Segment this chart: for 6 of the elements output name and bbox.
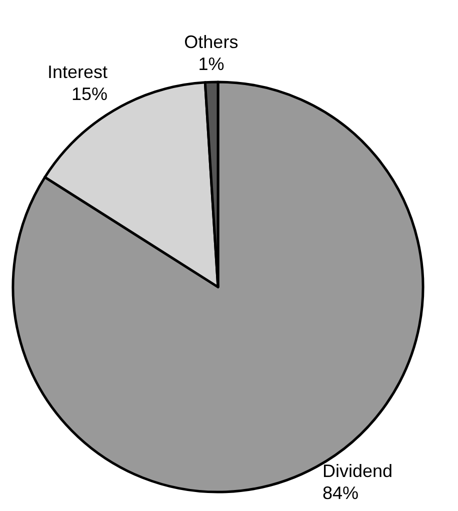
slice-label: Dividend (322, 461, 393, 482)
slice-label: Interest (48, 62, 108, 82)
data-label: 84% (322, 483, 359, 504)
slice-label: Others (184, 32, 238, 52)
data-label: 1% (198, 54, 224, 74)
data-label: 15% (72, 84, 108, 104)
